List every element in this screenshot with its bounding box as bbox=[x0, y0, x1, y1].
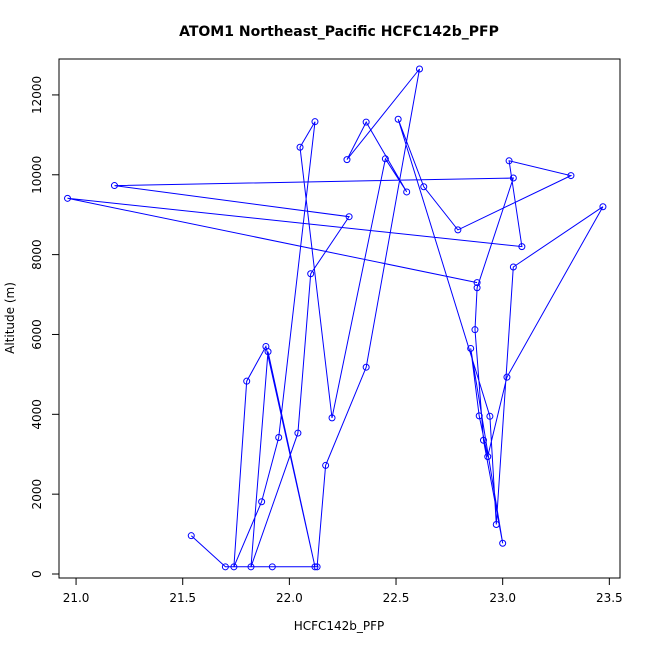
x-tick-label: 22.5 bbox=[383, 591, 410, 605]
data-point bbox=[307, 270, 315, 278]
data-point bbox=[311, 563, 319, 571]
data-point bbox=[345, 213, 353, 221]
x-tick-label: 21.0 bbox=[63, 591, 90, 605]
data-point bbox=[296, 143, 304, 151]
data-point bbox=[343, 156, 351, 164]
y-axis-label: Altitude (m) bbox=[3, 282, 17, 354]
data-point bbox=[567, 172, 575, 180]
y-tick-label: 6000 bbox=[30, 319, 44, 350]
data-point bbox=[505, 157, 513, 165]
data-point bbox=[247, 563, 255, 571]
data-point bbox=[486, 412, 494, 420]
y-tick-label: 2000 bbox=[30, 479, 44, 510]
x-axis: 21.0 21.5 22.0 22.5 23.0 23.5 bbox=[63, 577, 623, 605]
y-tick-label: 8000 bbox=[30, 239, 44, 270]
data-point bbox=[64, 194, 72, 202]
data-point bbox=[394, 115, 402, 123]
data-point bbox=[264, 348, 272, 356]
chart-title: ATOM1 Northeast_Pacific HCFC142b_PFP bbox=[179, 24, 499, 40]
data-point bbox=[243, 377, 251, 385]
data-point bbox=[268, 563, 276, 571]
data-point bbox=[475, 412, 483, 420]
data-point bbox=[313, 563, 321, 571]
y-tick-label: 12000 bbox=[30, 76, 44, 114]
data-point bbox=[509, 263, 517, 271]
data-point bbox=[467, 344, 475, 352]
data-point bbox=[258, 498, 266, 506]
y-tick-label: 0 bbox=[30, 570, 44, 578]
data-point bbox=[599, 203, 607, 211]
x-axis-label: HCFC142b_PFP bbox=[294, 619, 385, 633]
x-tick-label: 22.0 bbox=[276, 591, 303, 605]
data-point bbox=[518, 243, 526, 251]
data-point bbox=[110, 182, 118, 190]
series-points bbox=[64, 65, 607, 571]
data-point bbox=[275, 433, 283, 441]
plot-frame bbox=[58, 58, 621, 579]
series-polyline bbox=[67, 68, 604, 568]
data-point bbox=[230, 563, 238, 571]
data-point bbox=[473, 279, 481, 287]
data-point bbox=[362, 363, 370, 371]
data-point bbox=[509, 174, 517, 182]
data-point bbox=[311, 118, 319, 126]
x-tick-label: 23.5 bbox=[596, 591, 623, 605]
data-point bbox=[294, 429, 302, 437]
data-point bbox=[471, 326, 479, 334]
data-point bbox=[381, 155, 389, 163]
y-tick-label: 10000 bbox=[30, 156, 44, 194]
x-tick-label: 21.5 bbox=[169, 591, 196, 605]
data-point bbox=[415, 65, 423, 73]
data-point bbox=[187, 532, 195, 540]
data-point bbox=[479, 436, 487, 444]
data-point bbox=[328, 414, 336, 422]
data-point bbox=[484, 453, 492, 461]
data-point bbox=[403, 188, 411, 196]
series-line bbox=[67, 68, 604, 568]
data-point bbox=[503, 373, 511, 381]
x-tick-label: 23.0 bbox=[489, 591, 516, 605]
data-point bbox=[322, 461, 330, 469]
y-tick-label: 4000 bbox=[30, 399, 44, 430]
data-point bbox=[221, 563, 229, 571]
data-point bbox=[362, 118, 370, 126]
data-point bbox=[492, 521, 500, 529]
data-point bbox=[473, 284, 481, 292]
y-axis: 0 2000 4000 6000 8000 10000 12000 bbox=[30, 76, 60, 578]
data-point bbox=[499, 539, 507, 547]
data-point bbox=[454, 226, 462, 234]
data-point bbox=[420, 183, 428, 191]
